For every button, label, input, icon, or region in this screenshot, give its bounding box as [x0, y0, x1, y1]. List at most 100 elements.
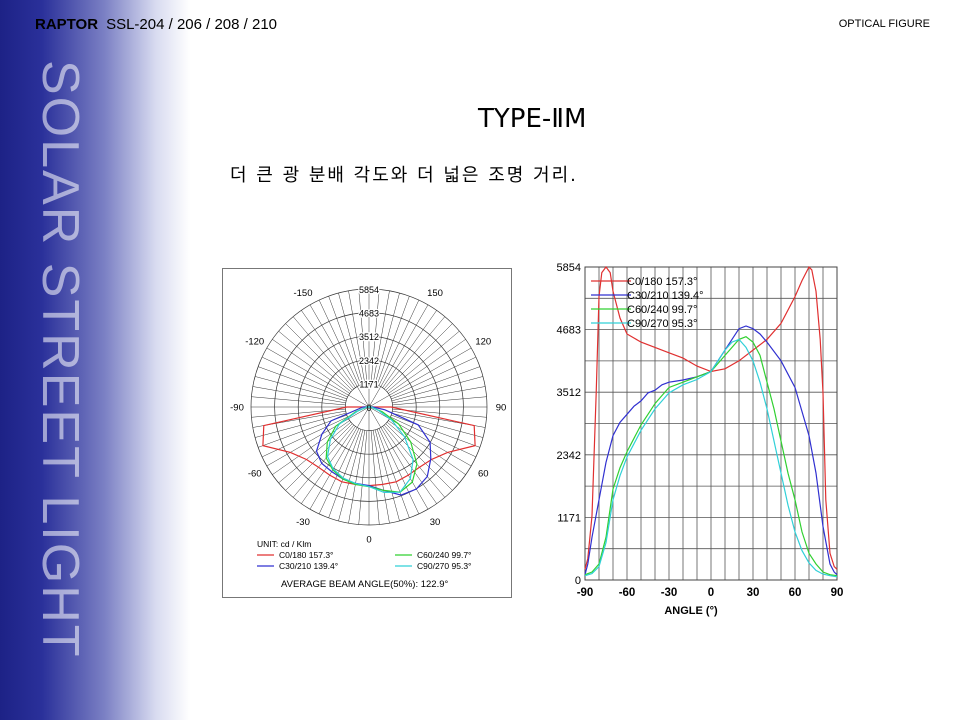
polar-spoke — [372, 290, 390, 384]
polar-spoke — [252, 386, 346, 404]
polar-legend-label: C30/210 139.4° — [279, 561, 338, 571]
polar-spoke — [374, 429, 400, 522]
polar-unit-label: UNIT: cd / Klm — [257, 539, 311, 549]
cart-xtick-label: -60 — [619, 587, 636, 599]
cart-legend-label: C0/180 157.3° — [627, 276, 697, 288]
polar-legend-label: C0/180 157.3° — [279, 550, 333, 560]
polar-spoke — [258, 366, 347, 400]
polar-spoke — [368, 347, 472, 408]
page-title: TYPE-ⅡM — [478, 104, 587, 134]
polar-spoke — [328, 429, 362, 518]
polar-spoke — [318, 428, 360, 515]
cart-legend-label: C30/210 139.4° — [627, 290, 704, 302]
cart-ytick-label: 1171 — [557, 512, 581, 524]
polar-angle-label: -90 — [230, 403, 244, 414]
polar-spoke — [390, 356, 477, 398]
polar-spoke — [382, 310, 437, 388]
cart-xtick-label: 0 — [708, 587, 714, 599]
polar-spoke — [385, 423, 453, 491]
polar-spoke — [388, 420, 466, 475]
cart-legend-label: C60/240 99.7° — [627, 304, 697, 316]
section-label: OPTICAL FIGURE — [838, 18, 930, 30]
polar-spoke — [391, 414, 480, 448]
polar-legend-label: C90/270 95.3° — [417, 561, 471, 571]
polar-spoke — [368, 406, 472, 467]
polar-spoke — [376, 296, 410, 385]
polar-angle-label: 0 — [366, 535, 371, 546]
polar-spoke — [370, 289, 380, 384]
polar-radial-tick: 4683 — [359, 309, 379, 319]
cart-xtick-label: 60 — [789, 587, 802, 599]
polar-angle-label: 60 — [478, 469, 489, 480]
polar-spoke — [392, 396, 487, 406]
polar-angle-label: -60 — [248, 469, 262, 480]
polar-center-label: 0 — [366, 403, 371, 413]
sidebar-gradient: SOLAR STREET LIGHT — [0, 0, 190, 720]
polar-spoke — [338, 429, 364, 522]
polar-spoke — [309, 304, 370, 408]
polar-spoke — [391, 376, 484, 402]
polar-series-curve — [325, 406, 418, 493]
polar-spoke — [358, 430, 368, 525]
cart-series-line — [584, 325, 838, 576]
polar-spoke — [251, 396, 346, 406]
polar-angle-label: 120 — [475, 337, 491, 348]
header: RAPTOR SSL-204 / 206 / 208 / 210 — [35, 16, 277, 33]
polar-spoke — [292, 316, 355, 390]
cartesian-chart-panel: 0 1171 2342 3512 4683 5854 -90 -60 -30 0 30 60 90 ANG… — [545, 255, 845, 620]
polar-spoke — [292, 424, 355, 498]
polar-spoke — [261, 356, 348, 398]
polar-angle-label: 90 — [496, 403, 507, 414]
cart-xaxis-label: ANGLE (°) — [664, 605, 718, 617]
polar-spoke — [254, 376, 347, 402]
cart-series-line — [584, 336, 838, 577]
polar-radial-tick: 3512 — [359, 332, 379, 342]
cart-xtick-label: -90 — [577, 587, 594, 599]
page-subtitle: 더 큰 광 분배 각도와 더 넓은 조명 거리. — [230, 165, 578, 186]
cart-ytick-label: 2342 — [557, 450, 581, 462]
polar-spoke — [386, 330, 460, 393]
polar-spoke — [328, 296, 362, 385]
polar-spoke — [285, 323, 353, 391]
polar-spoke — [301, 426, 356, 504]
polar-angle-label: 150 — [427, 288, 443, 299]
polar-spoke — [391, 412, 484, 438]
cart-series-line — [584, 338, 838, 578]
polar-spoke — [372, 430, 390, 524]
cart-xtick-label: 30 — [747, 587, 760, 599]
polar-spoke — [392, 386, 486, 404]
polar-spoke — [378, 428, 420, 515]
cartesian-chart: 0 1171 2342 3512 4683 5854 -90 -60 -30 0 30 60 90 ANG… — [557, 262, 844, 617]
polar-spoke — [390, 416, 477, 458]
cart-ytick-label: 4683 — [557, 325, 581, 337]
polar-spoke — [348, 290, 366, 384]
polar-angle-label: -150 — [293, 288, 312, 299]
polar-radial-tick: 2342 — [359, 356, 379, 366]
polar-spoke — [374, 292, 400, 385]
polar-spoke — [261, 416, 348, 458]
polar-spoke — [318, 299, 360, 386]
polar-legend-label: C60/240 99.7° — [417, 550, 471, 560]
polar-chart: 1171 2342 3512 4683 5854 0 -150 150 -120 120 -90 90… — [230, 284, 507, 590]
polar-spoke — [278, 421, 352, 484]
cart-legend-label: C90/270 95.3° — [627, 318, 697, 330]
polar-spoke — [266, 406, 370, 467]
polar-spoke — [358, 289, 368, 384]
polar-spoke — [272, 339, 350, 394]
polar-spoke — [368, 304, 429, 408]
cart-ytick-label: 3512 — [557, 387, 581, 399]
polar-radial-tick: 5854 — [359, 285, 379, 295]
brand-name: RAPTOR — [35, 16, 99, 33]
polar-spoke — [309, 406, 370, 510]
polar-spoke — [376, 429, 410, 518]
polar-spoke — [368, 406, 429, 510]
polar-spoke — [385, 323, 453, 391]
polar-spoke — [254, 412, 347, 438]
polar-spoke — [388, 339, 466, 394]
polar-spoke — [370, 430, 380, 525]
sidebar-vertical-text: SOLAR STREET LIGHT — [31, 60, 89, 659]
polar-spoke — [301, 310, 356, 388]
model-name: SSL-204 / 206 / 208 / 210 — [106, 16, 278, 33]
polar-spoke — [383, 424, 446, 498]
cart-frame — [584, 266, 838, 581]
